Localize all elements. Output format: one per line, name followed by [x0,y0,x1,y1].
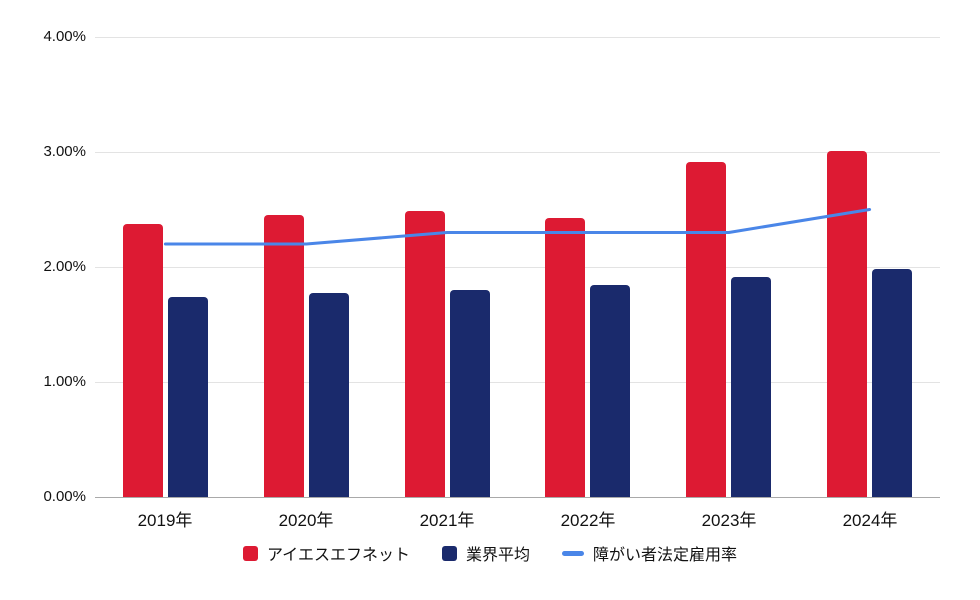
legend-square-swatch [242,545,258,561]
gridline [95,152,940,153]
y-tick-label: 3.00% [43,143,86,160]
bar-series1-cat1 [309,293,349,497]
y-tick-label: 0.00% [43,488,86,505]
x-axis-baseline [95,497,940,498]
x-tick-label: 2024年 [842,511,898,530]
bar-series1-cat0 [168,297,208,497]
legend: アイエスエフネット 業界平均 障がい者法定雇用率 [0,541,980,565]
y-tick-label: 4.00% [43,28,86,45]
legend-item: 障がい者法定雇用率 [562,541,737,565]
bar-series0-cat5 [827,151,867,497]
y-tick-label: 2.00% [43,258,86,275]
gridline [95,37,940,38]
gridline [95,382,940,383]
bar-series0-cat1 [264,215,304,497]
x-tick-label: 2019年 [137,511,193,530]
bar-series1-cat5 [872,269,912,497]
x-tick-label: 2022年 [560,511,616,530]
legend-square-swatch [442,545,457,561]
x-tick-label: 2021年 [419,511,475,530]
bar-series1-cat3 [590,285,630,497]
bar-series1-cat2 [450,290,490,497]
bar-series1-cat4 [731,277,771,497]
bar-series0-cat0 [123,224,163,497]
x-tick-label: 2023年 [701,511,757,530]
legend-label: 業界平均 [466,547,531,564]
y-tick-label: 1.00% [43,373,86,390]
legend-item: アイエスエフネット [242,541,410,565]
gridline [95,267,940,268]
legend-line-swatch [562,550,585,556]
bar-series0-cat2 [405,211,445,497]
legend-item: 業界平均 [442,541,530,565]
x-tick-label: 2020年 [278,511,334,530]
legend-label: アイエスエフネット [266,547,410,564]
legend-label: 障がい者法定雇用率 [593,547,738,564]
bar-series0-cat4 [686,162,726,497]
bar-series0-cat3 [545,218,585,497]
